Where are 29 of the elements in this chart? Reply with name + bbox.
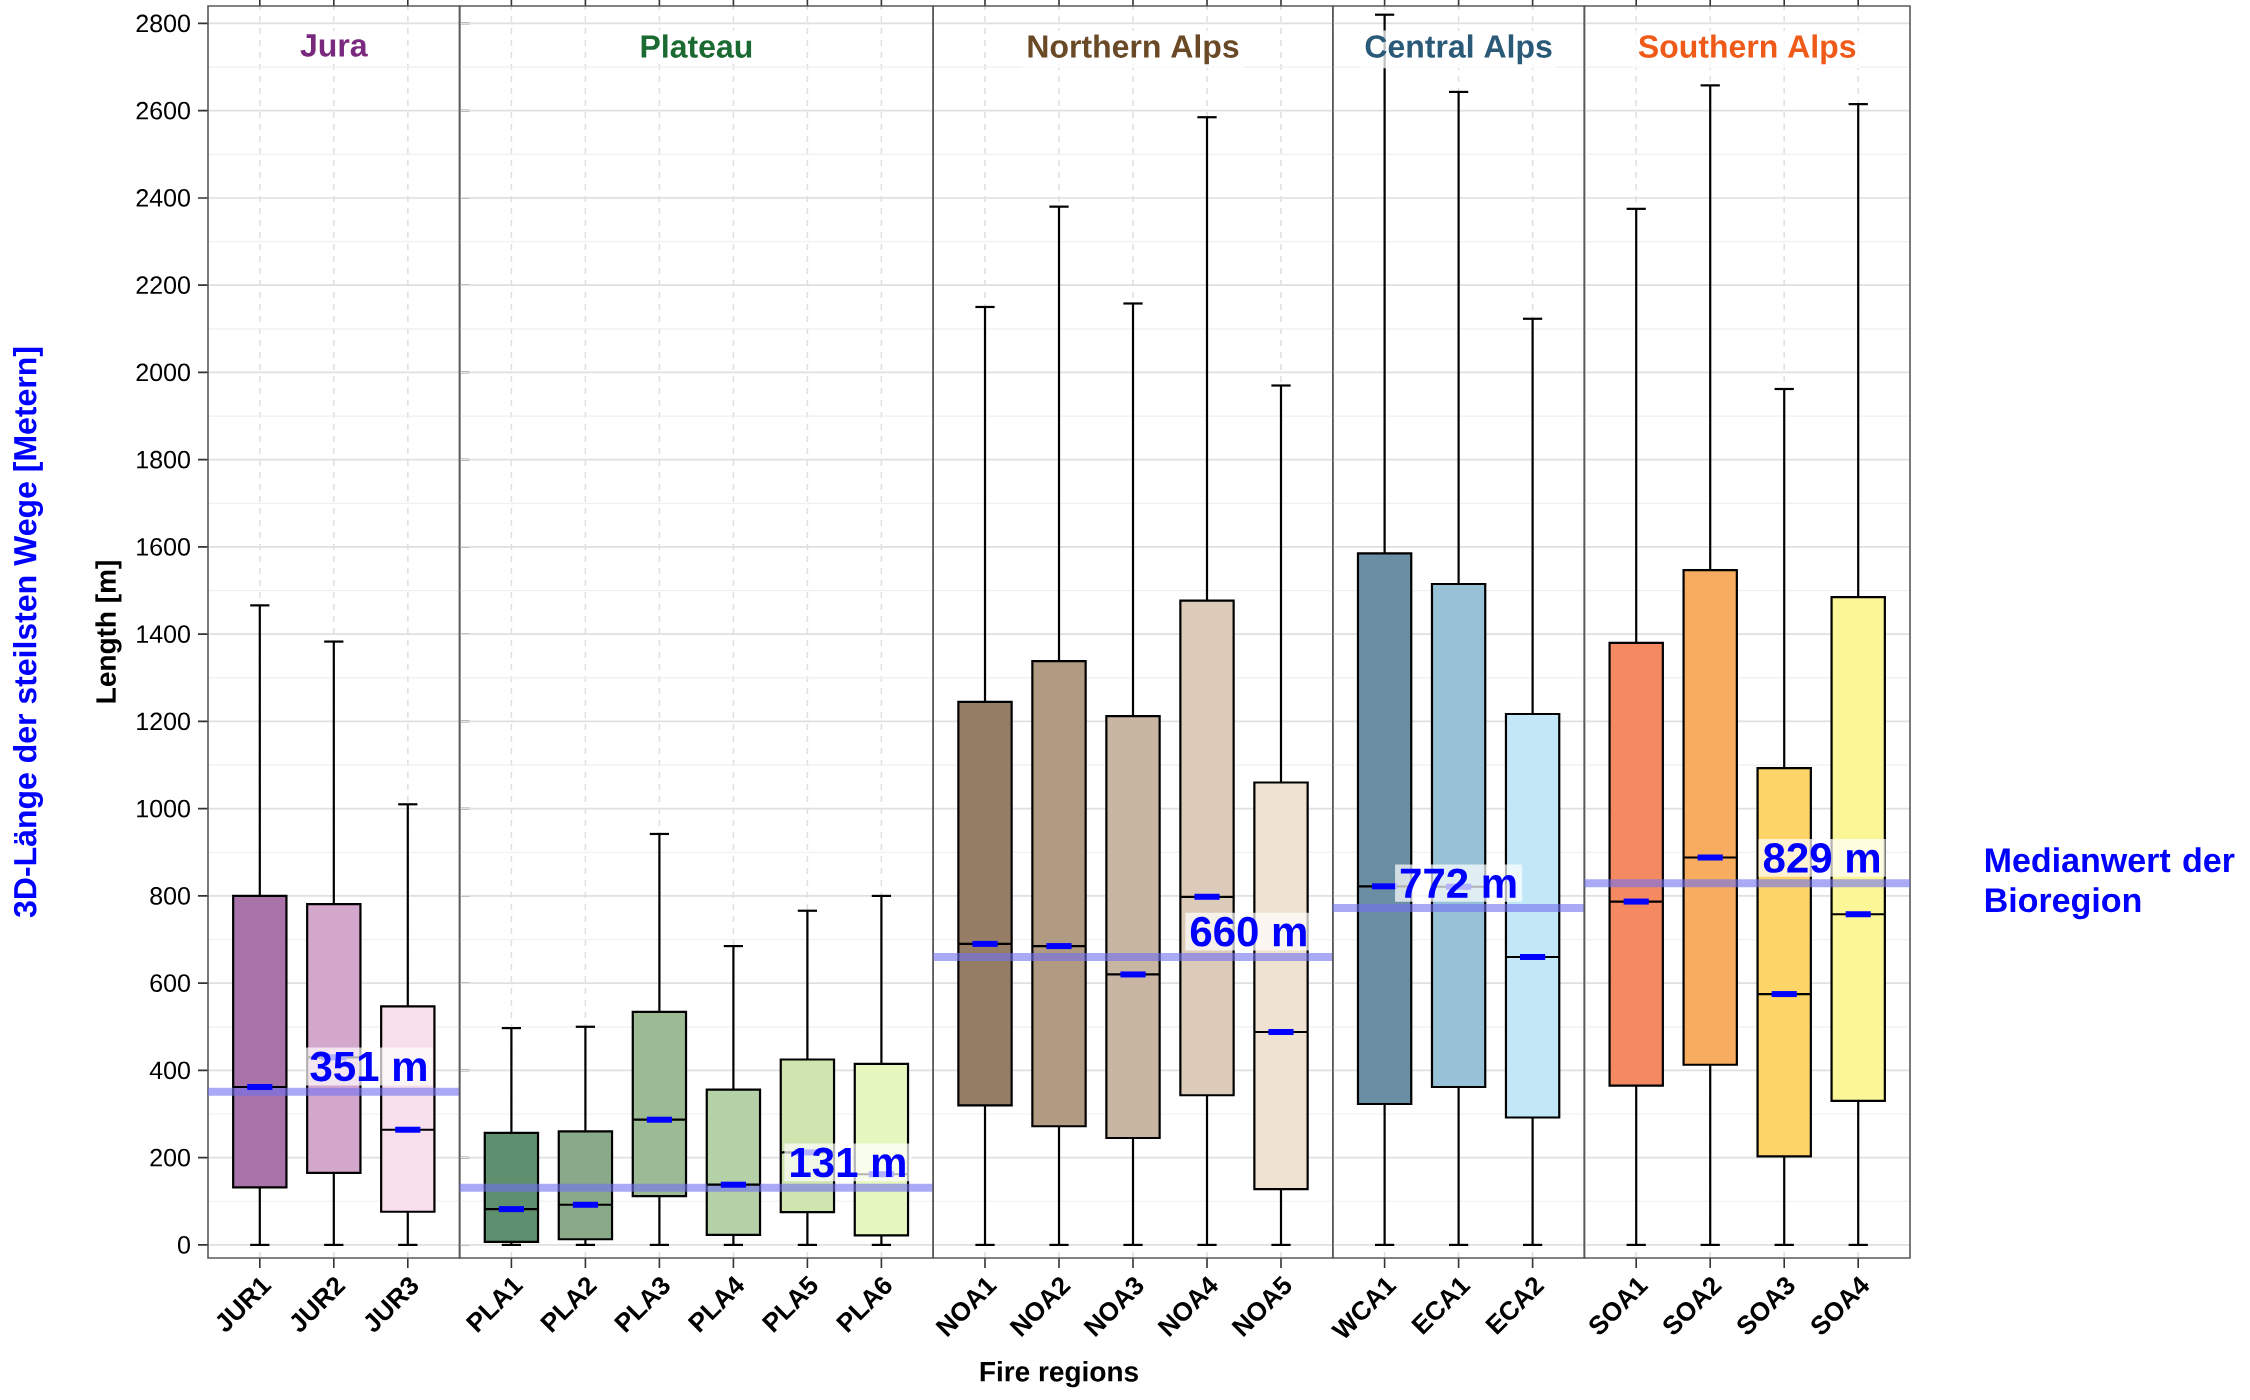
ref-line-label: 351 m: [310, 1051, 426, 1082]
y-tick-label: 1000: [137, 799, 190, 818]
ref-line-label: 660 m: [1190, 916, 1306, 947]
text: Jura: [300, 34, 368, 57]
y-tick-label: 2000: [136, 363, 190, 382]
ref-line-label: 772 m: [1400, 868, 1516, 898]
y-tick-label: 400: [149, 1061, 190, 1080]
y-tick-label: 2200: [136, 276, 190, 295]
y-tick-label: 1400: [137, 625, 190, 644]
text: Southern Alps: [1638, 34, 1856, 65]
y-tick-label: 2600: [136, 101, 190, 120]
text: Northern Alps: [1028, 34, 1239, 65]
y-tick-label: 1600: [137, 538, 190, 556]
y-tick-label: 1200: [137, 712, 190, 731]
text: Medianwert der Bioregion: [1985, 847, 2235, 920]
y-tick-label: 2400: [136, 189, 190, 207]
y-axis-title: Length [m]: [95, 561, 122, 703]
y-tick-label: 200: [150, 1148, 190, 1167]
ref-line-label: 829 m: [1763, 843, 1879, 873]
text: Plateau: [641, 34, 752, 58]
x-axis-title: Fire regions: [980, 1361, 1138, 1388]
y-tick-label: 0: [178, 1236, 190, 1254]
text: Central Alps: [1365, 34, 1552, 65]
text: 3D-Länge der steilsten Wege [Metern]: [13, 347, 43, 918]
y-tick-label: 600: [150, 974, 190, 993]
y-tick-label: 800: [150, 887, 190, 905]
ref-line-label: 131 m: [791, 1147, 905, 1178]
y-tick-label: 1800: [137, 450, 190, 469]
y-tick-label: 2800: [136, 14, 190, 33]
